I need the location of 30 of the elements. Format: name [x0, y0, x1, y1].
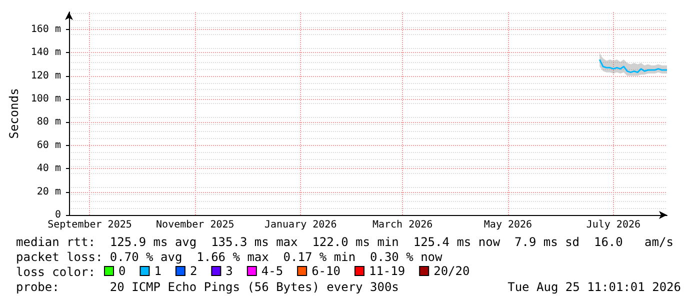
- x-tick-label: May 2026: [484, 220, 532, 230]
- legend-label: 0: [118, 264, 126, 278]
- x-tick-label: September 2025: [48, 220, 132, 230]
- text: packet loss: 0.70 % avg 1.66 % max 0.17 % min 0.30 % now: [16, 250, 444, 264]
- text: probe: 20 ICMP Echo Pings (56 Bytes) every 300s: [16, 280, 399, 294]
- legend-label: 3: [226, 264, 233, 278]
- text: median rtt: 125.9 ms avg 135.3 ms max 122.0 ms min 125.4 ms now 7.9 ms sd 16.0 am/s: [16, 235, 674, 249]
- y-tick-label: 140 m: [30, 47, 61, 58]
- line-series: [598, 58, 668, 74]
- y-tick-label: 60 m: [36, 140, 61, 151]
- legend-label: 6-10: [312, 264, 340, 278]
- x-tick-label: July 2026: [586, 220, 641, 230]
- legend-label: 20/20: [434, 264, 470, 278]
- y-tick-label: 80 m: [36, 116, 61, 128]
- legend-label: 2: [190, 264, 198, 278]
- legend-label: 11-19: [368, 264, 406, 278]
- y-tick-label: 0: [54, 210, 61, 220]
- text: Tue Aug 25 11:01:01 2026: [508, 280, 681, 294]
- y-tick-label: 20 m: [36, 186, 61, 198]
- legend-label: 4-5: [261, 264, 284, 278]
- y-tick-label: 120 m: [30, 70, 61, 82]
- legend-label: 1: [154, 264, 162, 278]
- y-tick-label: 40 m: [36, 163, 61, 174]
- y-tick-label: 160 m: [30, 24, 61, 35]
- x-tick-label: March 2026: [372, 220, 433, 230]
- x-tick-label: November 2025: [156, 220, 234, 230]
- y-axis-title: Seconds: [7, 88, 21, 139]
- legend-title: loss color:: [16, 265, 96, 279]
- y-tick-label: 100 m: [30, 94, 61, 104]
- x-tick-label: January 2026: [264, 220, 337, 230]
